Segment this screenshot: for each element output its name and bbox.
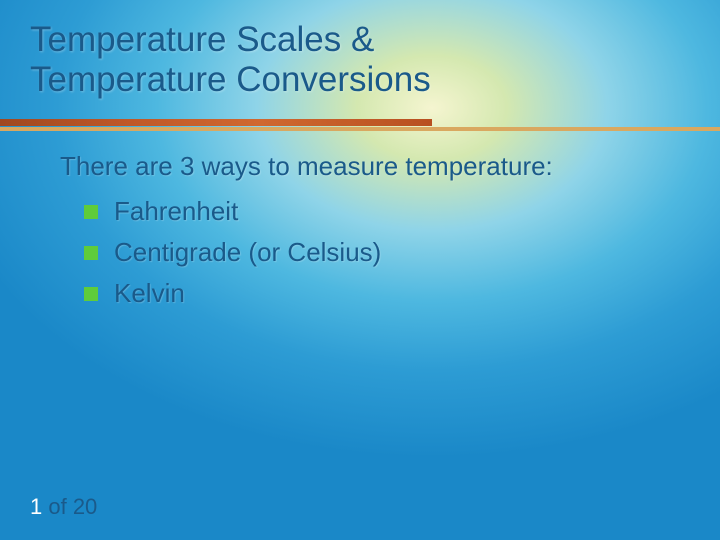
list-item: Fahrenheit	[84, 196, 660, 227]
separator-bottom-bar	[0, 127, 720, 131]
bullet-marker-icon	[84, 246, 98, 260]
slide-container: Temperature Scales & Temperature Convers…	[0, 0, 720, 540]
separator-top-bar	[0, 119, 432, 126]
title-separator	[0, 119, 720, 133]
bullet-text: Kelvin	[114, 278, 185, 308]
page-total: of 20	[42, 494, 97, 519]
bullet-text: Centigrade (or Celsius)	[114, 237, 381, 267]
title-area: Temperature Scales & Temperature Convers…	[0, 0, 720, 111]
bullet-marker-icon	[84, 287, 98, 301]
list-item: Kelvin	[84, 278, 660, 309]
content-area: There are 3 ways to measure temperature:…	[0, 133, 720, 309]
list-item: Centigrade (or Celsius)	[84, 237, 660, 268]
bullet-marker-icon	[84, 205, 98, 219]
bullet-text: Fahrenheit	[114, 196, 238, 226]
slide-title: Temperature Scales & Temperature Convers…	[30, 20, 690, 101]
title-line-1: Temperature Scales &	[30, 20, 374, 59]
intro-text: There are 3 ways to measure temperature:	[60, 151, 660, 182]
page-current: 1	[30, 494, 42, 519]
title-line-2: Temperature Conversions	[30, 60, 431, 99]
page-indicator: 1 of 20	[30, 494, 97, 520]
bullet-list: Fahrenheit Centigrade (or Celsius) Kelvi…	[60, 196, 660, 309]
